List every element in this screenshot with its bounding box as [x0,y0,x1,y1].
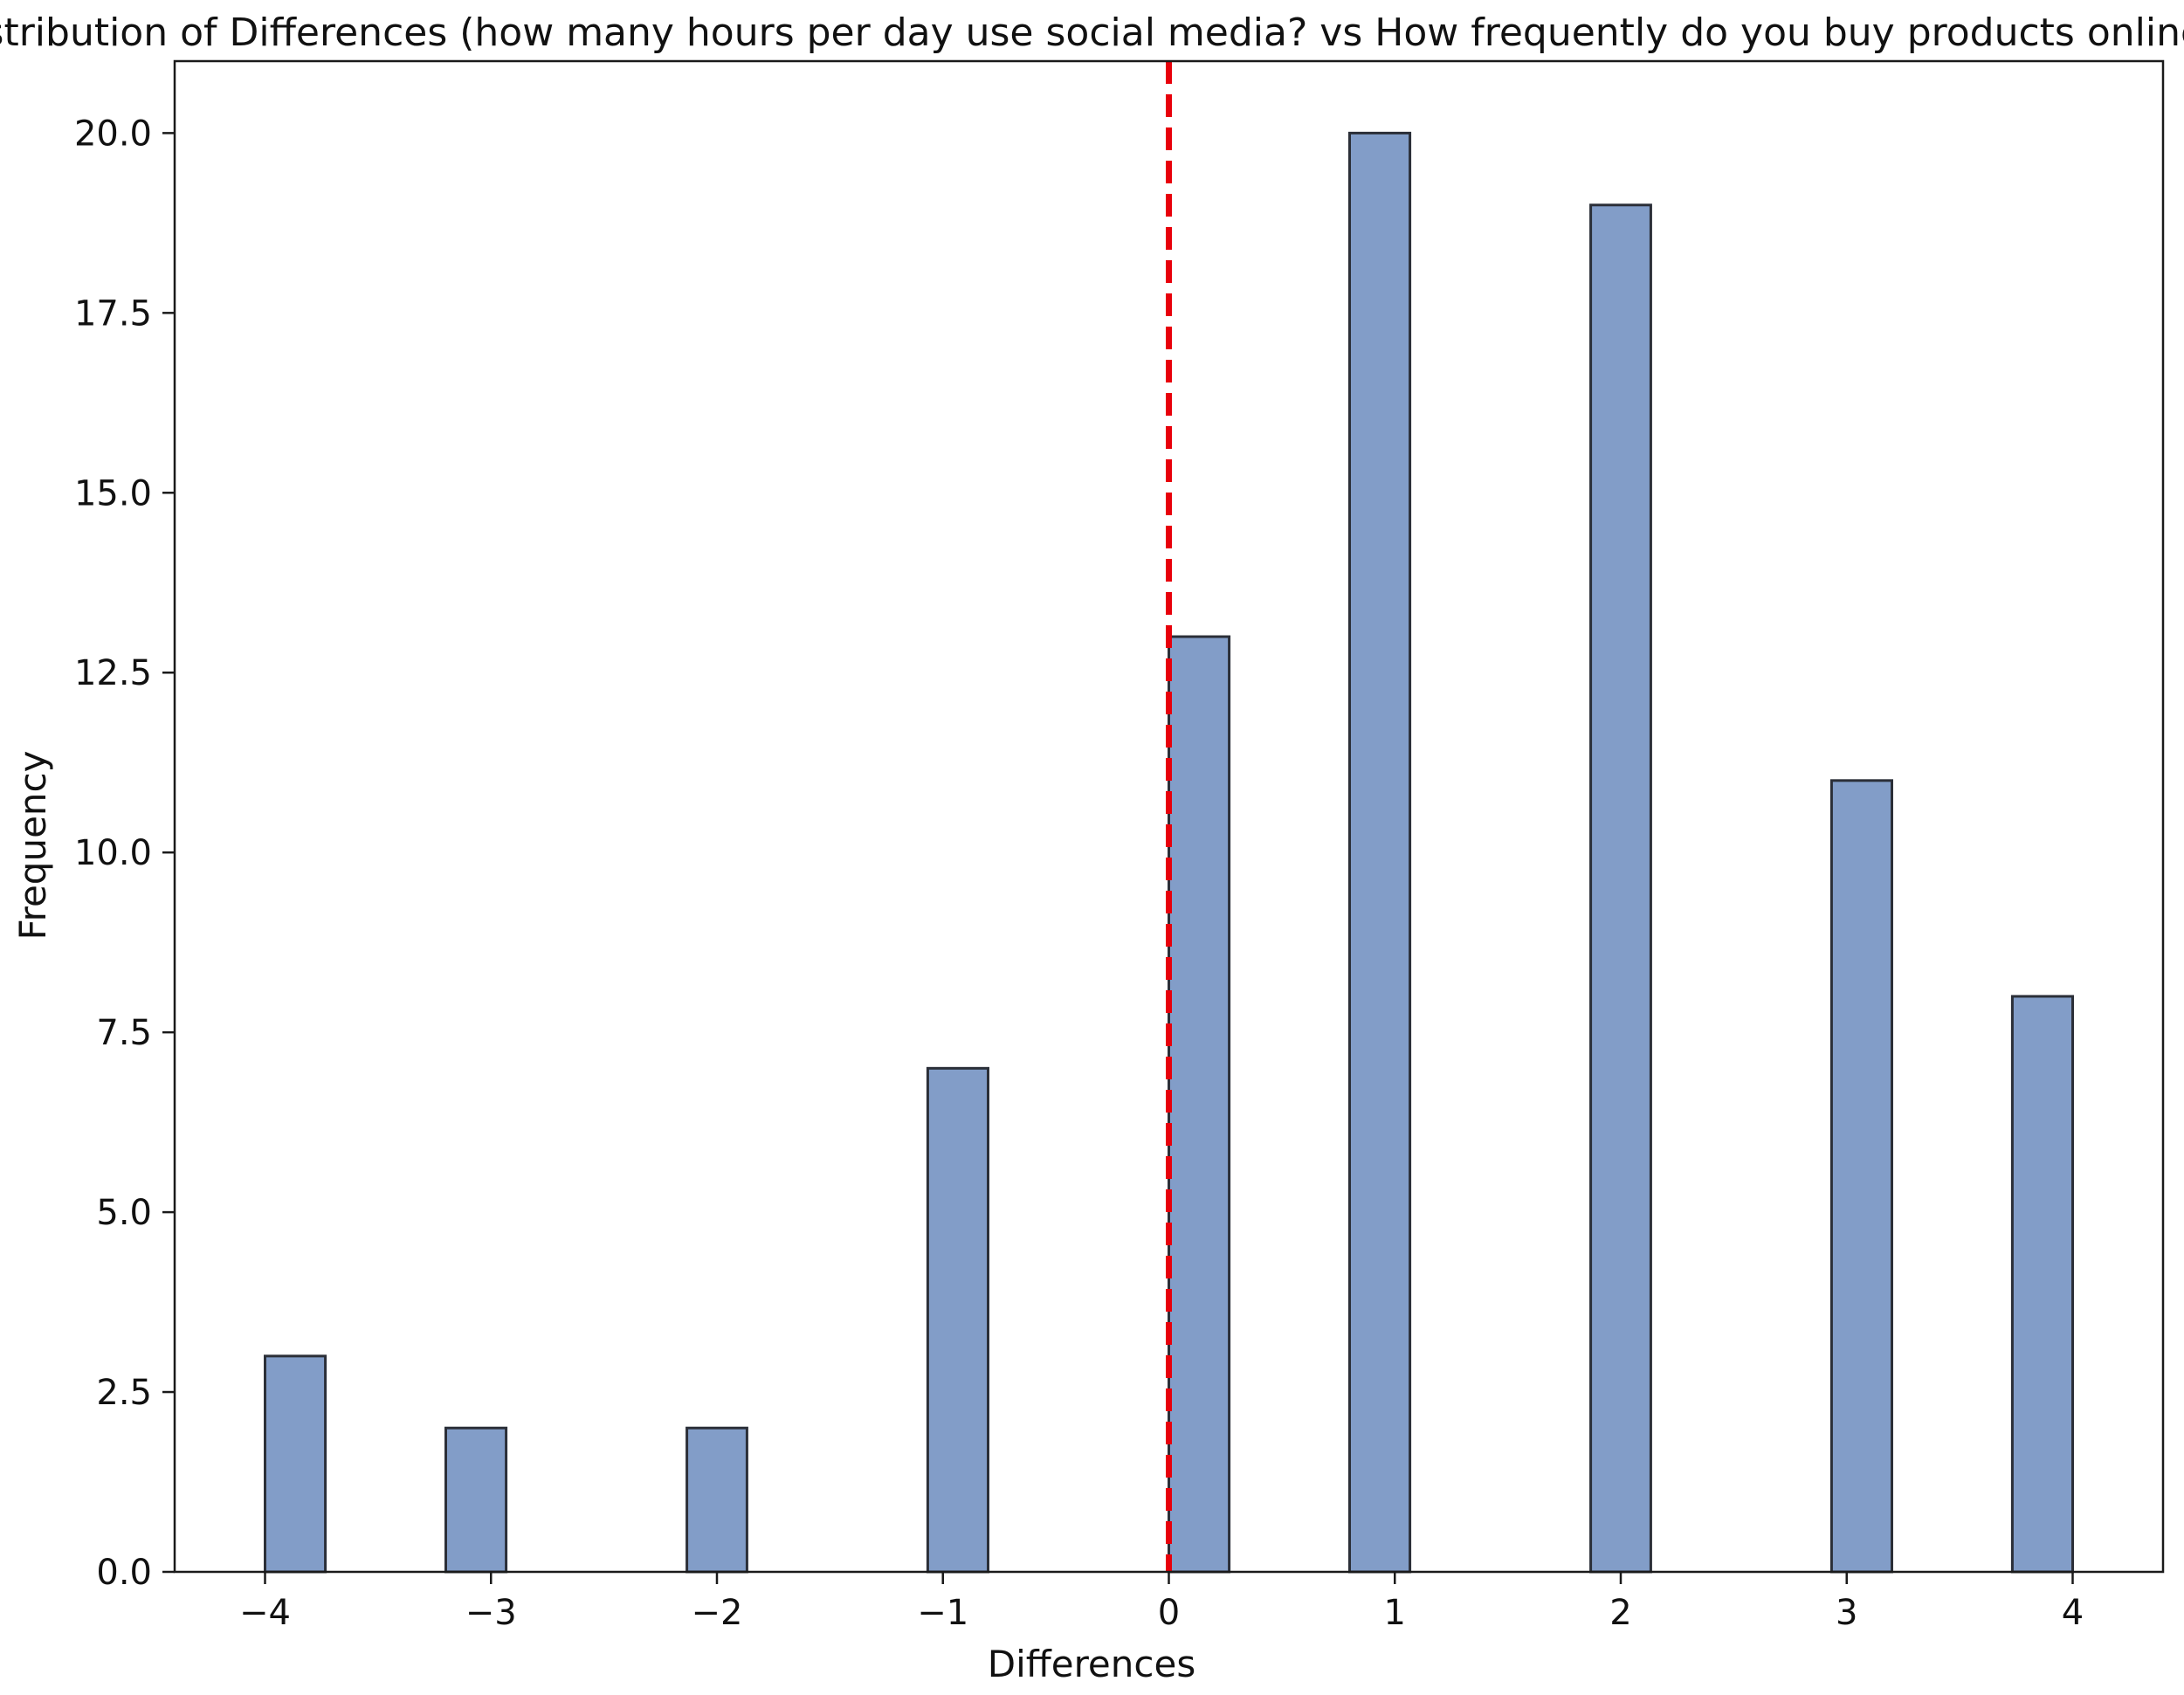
x-tick-label: −4 [239,1593,291,1633]
y-tick-label: 12.5 [74,653,152,693]
y-axis-label: Frequency [11,751,54,941]
x-tick-label: 3 [1836,1593,1857,1633]
y-tick-label: 2.5 [96,1373,152,1413]
histogram-bar [2010,995,2075,1574]
axes-layer: −4 −3 −2 −1 0 1 2 3 4 0.0 2.5 5.0 7.5 10.0 12.5 15.0 17.… [74,59,2165,1633]
x-axis-label: Differences [988,1643,1195,1685]
histogram-bar [926,1066,989,1574]
x-tick-label: −2 [692,1593,743,1633]
histogram-bar [686,1426,748,1574]
x-tick-label: 1 [1384,1593,1406,1633]
bars-layer [264,131,2075,1574]
x-tick-label: −3 [465,1593,517,1633]
histogram-bar [444,1426,508,1574]
y-tick-label: 15.0 [74,473,152,513]
y-tick-label: 17.5 [74,293,152,334]
x-tick-label: 0 [1158,1593,1180,1633]
y-tick-label: 0.0 [96,1553,152,1593]
y-tick-label: 10.0 [74,833,152,873]
x-tick-label: 2 [1609,1593,1631,1633]
histogram-bar [1829,779,1894,1574]
x-tick-label: −1 [917,1593,968,1633]
histogram-bar [1589,203,1652,1574]
y-tick-label: 5.0 [96,1193,152,1233]
chart-title: Distribution of Differences (how many ho… [0,10,2184,55]
x-tick-label: 4 [2062,1593,2084,1633]
histogram-bar [1348,131,1412,1574]
y-tick-label: 7.5 [96,1013,152,1053]
y-tick-label: 20.0 [74,114,152,154]
histogram-bar [1168,635,1231,1574]
histogram-bar [264,1354,327,1574]
